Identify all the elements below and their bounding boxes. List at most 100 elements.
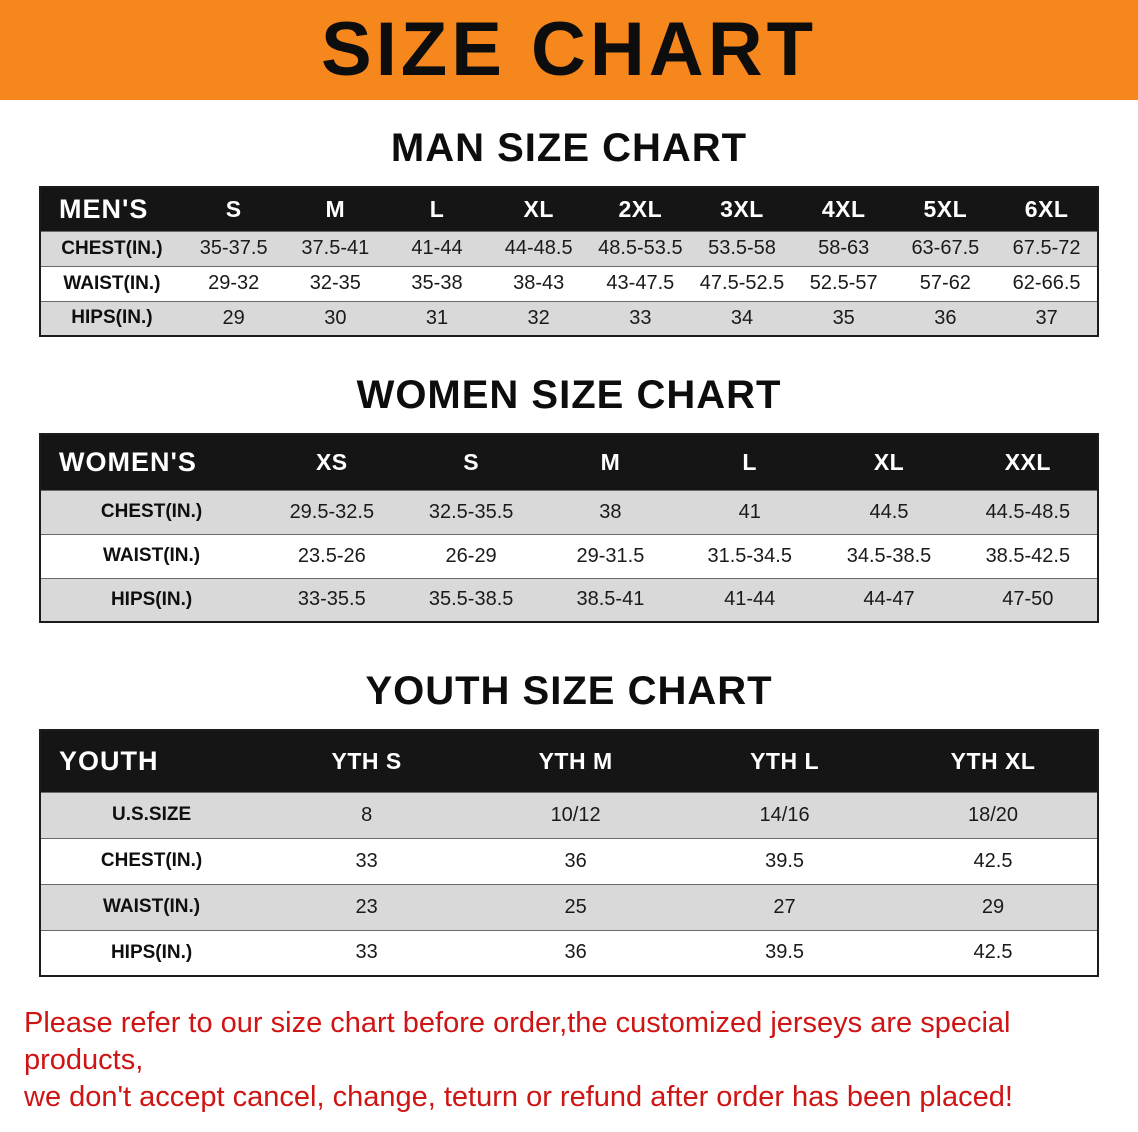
size-value: 14/16 <box>680 791 890 838</box>
page-title: SIZE CHART <box>321 7 817 92</box>
size-value: 57-62 <box>894 265 997 301</box>
disclaimer-line-2: we don't accept cancel, change, teturn o… <box>24 1081 1013 1114</box>
disclaimer-line-1: Please refer to our size chart before or… <box>24 1007 1011 1077</box>
size-value: 32 <box>487 300 590 336</box>
table-row: HIPS(IN.) 33 36 39.5 42.5 <box>40 929 1098 976</box>
size-value: 63-67.5 <box>894 230 997 266</box>
section-youth: YOUTH SIZE CHART YOUTH YTH S YTH M YTH L YTH… <box>0 669 1138 977</box>
row-label: WAIST(IN.) <box>40 533 263 578</box>
size-value: 35 <box>792 300 895 336</box>
women-size-chart-heading: WOMEN SIZE CHART <box>356 373 782 417</box>
size-value: 42.5 <box>889 929 1098 976</box>
size-value: 34.5-38.5 <box>819 533 959 578</box>
size-value: 33 <box>262 929 472 976</box>
size-column-header: 5XL <box>923 195 968 222</box>
men-size-table: MEN'S S M L XL 2XL 3XL 4XL 5XL 6XL CHEST(IN.) 35-37… <box>39 186 1099 337</box>
size-value: 36 <box>894 300 997 336</box>
size-value: 48.5-53.5 <box>589 230 692 266</box>
banner: SIZE CHART <box>0 0 1138 100</box>
size-column-header: YTH XL <box>950 747 1036 774</box>
size-value: 26-29 <box>401 533 541 578</box>
size-value: 29.5-32.5 <box>262 489 402 534</box>
row-label: HIPS(IN.) <box>40 929 263 976</box>
size-column-header: L <box>742 448 757 475</box>
table-title-cell: MEN'S <box>59 193 149 224</box>
size-value: 42.5 <box>889 837 1098 884</box>
size-value: 32.5-35.5 <box>401 489 541 534</box>
size-value: 38.5-42.5 <box>958 533 1098 578</box>
row-label: WAIST(IN.) <box>40 883 263 930</box>
size-value: 29-31.5 <box>540 533 681 578</box>
size-column-header: YTH S <box>331 747 402 774</box>
size-value: 38.5-41 <box>540 577 681 622</box>
size-column-header: M <box>600 448 621 475</box>
youth-size-table: YOUTH YTH S YTH M YTH L YTH XL U.S.SIZE 8 10/12… <box>39 729 1099 977</box>
table-header-row: MEN'S S M L XL 2XL 3XL 4XL 5XL 6XL <box>40 187 1098 231</box>
table-title-cell: WOMEN'S <box>59 446 197 477</box>
women-size-table: WOMEN'S XS S M L XL XXL CHEST(IN.) 29.5-32.5 32.5… <box>39 433 1099 623</box>
row-label: CHEST(IN.) <box>40 230 183 266</box>
size-column-header: 3XL <box>720 195 764 222</box>
table-row: WAIST(IN.) 23 25 27 29 <box>40 883 1098 930</box>
table-row: CHEST(IN.) 35-37.5 37.5-41 41-44 44-48.5 48.5… <box>40 230 1098 266</box>
size-value: 8 <box>262 791 472 838</box>
size-value: 47-50 <box>958 577 1098 622</box>
size-value: 23.5-26 <box>262 533 402 578</box>
size-column-header: XXL <box>1004 448 1051 475</box>
size-column-header: 6XL <box>1024 195 1069 222</box>
size-value: 41-44 <box>680 577 820 622</box>
row-label: HIPS(IN.) <box>40 577 263 622</box>
row-label: CHEST(IN.) <box>40 837 263 884</box>
size-value: 37.5-41 <box>284 230 387 266</box>
table-header-row: YOUTH YTH S YTH M YTH L YTH XL <box>40 730 1098 792</box>
size-value: 10/12 <box>471 791 681 838</box>
size-value: 39.5 <box>680 837 890 884</box>
size-value: 35.5-38.5 <box>401 577 541 622</box>
size-value: 41 <box>680 489 820 534</box>
size-value: 35-38 <box>386 265 488 301</box>
size-value: 30 <box>284 300 387 336</box>
disclaimer: Please refer to our size chart before or… <box>24 1005 1114 1116</box>
size-column-header: S <box>463 448 480 475</box>
size-value: 36 <box>471 929 681 976</box>
size-value: 44-47 <box>819 577 959 622</box>
size-column-header: M <box>325 195 346 222</box>
size-column-header: 2XL <box>618 195 663 222</box>
size-value: 34 <box>691 300 793 336</box>
size-value: 33 <box>589 300 692 336</box>
table-title-cell: YOUTH <box>59 745 159 776</box>
size-value: 32-35 <box>284 265 387 301</box>
table-row: WAIST(IN.) 29-32 32-35 35-38 38-43 43-47.5 47.… <box>40 265 1098 301</box>
size-column-header: 4XL <box>821 195 866 222</box>
men-size-chart-heading: MAN SIZE CHART <box>390 126 748 170</box>
size-value: 47.5-52.5 <box>691 265 793 301</box>
size-value: 41-44 <box>386 230 488 266</box>
size-value: 39.5 <box>680 929 890 976</box>
table-row: U.S.SIZE 8 10/12 14/16 18/20 <box>40 791 1098 838</box>
table-row: CHEST(IN.) 29.5-32.5 32.5-35.5 38 41 44.5 44.5… <box>40 489 1098 534</box>
size-value: 38-43 <box>487 265 590 301</box>
row-label: WAIST(IN.) <box>40 265 183 301</box>
size-value: 35-37.5 <box>182 230 285 266</box>
size-value: 43-47.5 <box>589 265 692 301</box>
size-value: 53.5-58 <box>691 230 793 266</box>
size-value: 58-63 <box>792 230 895 266</box>
size-column-header: L <box>429 195 445 222</box>
table-row: WAIST(IN.) 23.5-26 26-29 29-31.5 31.5-34.5 34… <box>40 533 1098 578</box>
size-column-header: XS <box>315 448 348 475</box>
size-value: 29 <box>182 300 285 336</box>
size-value: 44.5-48.5 <box>958 489 1098 534</box>
size-value: 44.5 <box>819 489 959 534</box>
size-value: 37 <box>996 300 1098 336</box>
section-men: MAN SIZE CHART MEN'S S M L XL 2XL 3XL 4XL 5XL 6XL… <box>0 126 1138 337</box>
size-value: 67.5-72 <box>996 230 1098 266</box>
row-label: CHEST(IN.) <box>40 489 263 534</box>
size-value: 52.5-57 <box>792 265 895 301</box>
size-column-header: XL <box>873 448 905 475</box>
size-column-header: S <box>225 195 242 222</box>
size-value: 33 <box>262 837 472 884</box>
row-label: U.S.SIZE <box>40 791 263 838</box>
size-value: 62-66.5 <box>996 265 1098 301</box>
size-value: 44-48.5 <box>487 230 590 266</box>
